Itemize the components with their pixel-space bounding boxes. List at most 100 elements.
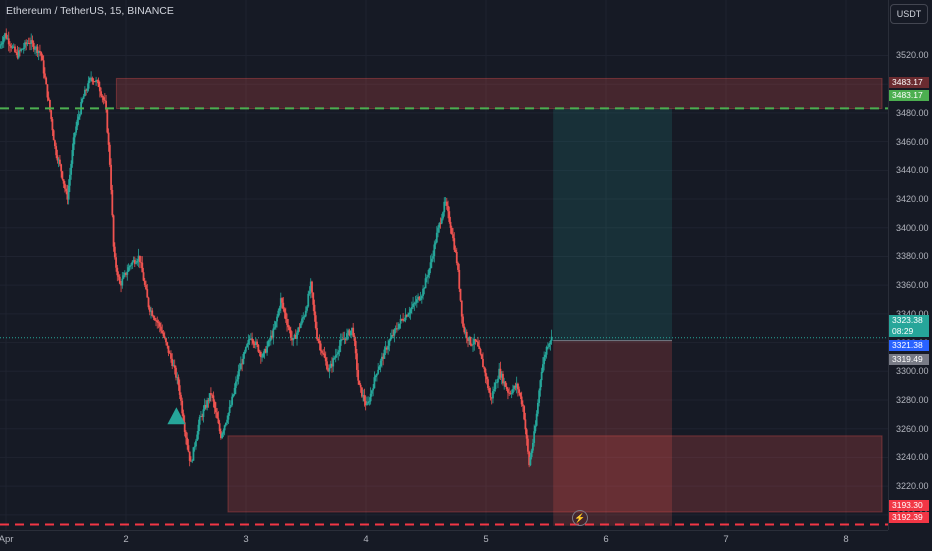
candle-body [287, 324, 290, 328]
candle-body [497, 378, 499, 383]
candle-body [286, 319, 288, 325]
candle-body [375, 373, 378, 376]
candle-body [425, 277, 428, 279]
candle-body [126, 271, 129, 275]
currency-button[interactable]: USDT [890, 4, 928, 24]
candle-body [263, 349, 266, 353]
candle-body [247, 340, 250, 345]
candle-body [93, 81, 96, 83]
candle-body [162, 332, 165, 337]
candle-body [15, 51, 18, 53]
gray-price-label: 3319.49 [889, 354, 929, 365]
candle-body [392, 335, 395, 336]
candle-body [215, 408, 217, 413]
candle-body [106, 109, 109, 133]
candle-body [377, 369, 380, 374]
candle-body [378, 366, 381, 370]
candle-body [536, 402, 539, 414]
candle-body [243, 351, 246, 355]
candle-body [91, 77, 94, 82]
candle-body [475, 341, 478, 342]
candle-body [449, 221, 452, 228]
candle-body [523, 406, 526, 420]
target-zone-label: 3483.17 [889, 77, 929, 88]
candle-body [216, 412, 219, 419]
candle-body [123, 272, 126, 276]
candle-body [7, 38, 10, 45]
candle-body [485, 376, 488, 380]
candle-body [88, 77, 91, 81]
candle-body [190, 460, 192, 462]
candle-body [312, 292, 315, 305]
candle-body [95, 80, 97, 82]
candle-body [238, 369, 241, 372]
candle-body [234, 381, 237, 388]
symbol-title[interactable]: Ethereum / TetherUS, 15, BINANCE [6, 5, 174, 17]
candle-body [165, 338, 167, 343]
candle-body [193, 446, 196, 448]
candle-body [359, 384, 362, 388]
candle-body [63, 183, 66, 189]
candle-body [294, 334, 297, 339]
candle-body [358, 380, 361, 385]
candle-body [308, 291, 311, 294]
candle-body [548, 343, 551, 347]
candle-body [338, 345, 341, 353]
candle-body [152, 315, 155, 318]
candle-body [343, 338, 346, 340]
candle-body [49, 99, 51, 111]
candle-body [232, 394, 235, 397]
candle-body [226, 419, 229, 423]
candle-body [545, 347, 548, 355]
candle-body [78, 114, 81, 117]
candle-body [309, 281, 312, 292]
candle-body [145, 284, 147, 290]
candle-body [231, 396, 234, 405]
lightning-icon[interactable]: ⚡ [572, 510, 588, 526]
candle-body [307, 293, 310, 307]
candle-body [11, 46, 14, 48]
time-axis[interactable] [0, 530, 888, 551]
candle-body [458, 269, 461, 289]
candle-body [107, 132, 110, 145]
candle-body [364, 401, 367, 406]
candle-body [187, 445, 190, 452]
candle-body [444, 201, 447, 203]
candle-body [66, 191, 69, 200]
candle-body [175, 367, 177, 378]
candle-body [323, 353, 326, 358]
candle-body [120, 283, 122, 286]
candle-body [201, 416, 204, 417]
resistance-zone [115, 77, 883, 110]
candle-body [233, 387, 236, 395]
candle-body [474, 339, 477, 342]
candle-body [399, 318, 402, 324]
candle-body [160, 326, 162, 331]
price-axis[interactable] [888, 0, 932, 530]
candle-body [420, 295, 423, 299]
candle-body [51, 119, 54, 131]
candle-body [383, 349, 386, 359]
candle-body [24, 42, 26, 48]
candle-body [492, 391, 494, 399]
price-chart[interactable] [0, 0, 888, 530]
candle-body [393, 329, 396, 336]
candle-body [328, 367, 331, 372]
candle-body [153, 317, 156, 321]
candle-body [251, 338, 253, 341]
candle-body [186, 437, 189, 446]
candle-body [248, 339, 251, 341]
candle-body [424, 278, 427, 289]
time-tick-label: Apr [0, 534, 14, 545]
candle-body [281, 298, 283, 303]
candle-body [22, 47, 25, 50]
candle-body [237, 371, 240, 380]
candle-body [450, 227, 453, 235]
time-tick-label: 4 [363, 534, 369, 545]
candle-body [103, 99, 106, 101]
candle-body [167, 345, 170, 353]
candle-body [454, 249, 457, 252]
candle-body [208, 393, 211, 402]
candle-body [372, 388, 375, 391]
candle-body [500, 373, 503, 378]
